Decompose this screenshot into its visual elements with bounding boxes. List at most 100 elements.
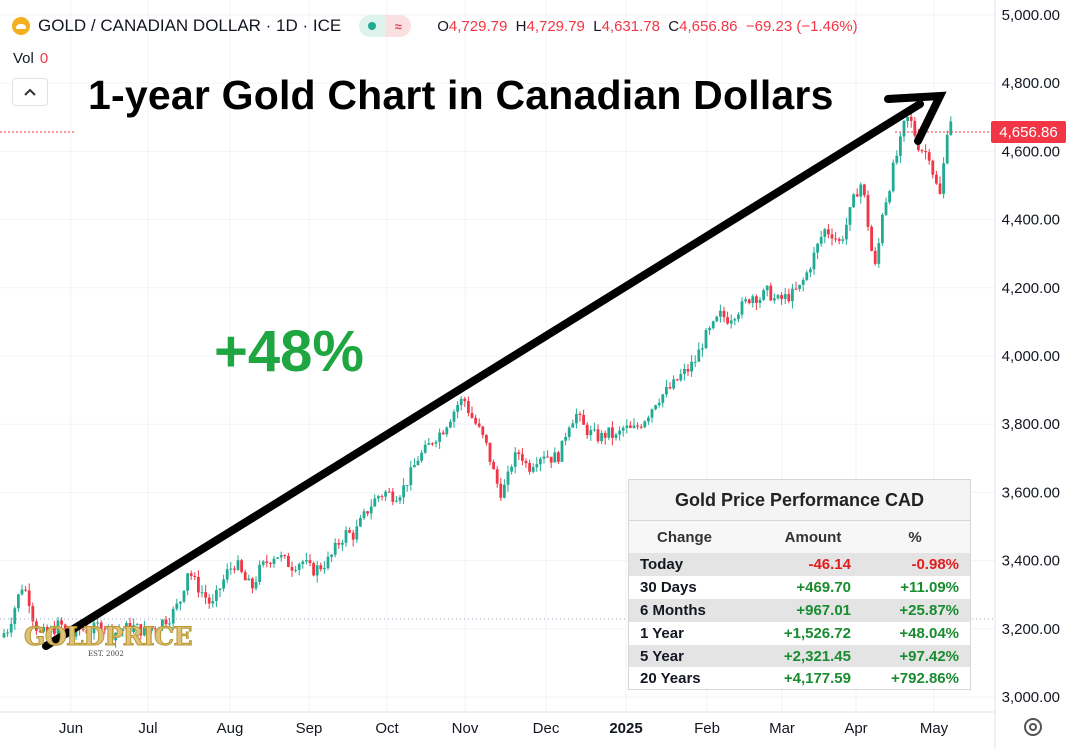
candle bbox=[931, 159, 935, 179]
candle bbox=[794, 281, 798, 291]
collapse-legend-button[interactable] bbox=[12, 78, 48, 106]
candle bbox=[175, 598, 179, 611]
candle bbox=[503, 479, 506, 499]
candle bbox=[222, 574, 225, 592]
candle bbox=[17, 593, 20, 612]
candle bbox=[204, 584, 207, 605]
candle bbox=[492, 459, 495, 470]
candle bbox=[164, 615, 168, 628]
market-status-pill[interactable]: ≈ bbox=[359, 15, 412, 37]
candle bbox=[654, 404, 657, 411]
candle bbox=[733, 317, 737, 326]
candle bbox=[913, 116, 917, 138]
candle bbox=[798, 284, 801, 292]
candle bbox=[229, 561, 233, 575]
candle bbox=[351, 529, 355, 547]
candle bbox=[697, 342, 701, 362]
candle bbox=[593, 422, 596, 432]
candle bbox=[243, 569, 247, 581]
candle bbox=[668, 382, 672, 390]
x-tick-label: Dec bbox=[533, 720, 560, 737]
candle bbox=[535, 456, 539, 472]
candle bbox=[837, 237, 841, 245]
candle bbox=[625, 419, 629, 434]
symbol-title[interactable]: GOLD / CANADIAN DOLLAR · 1D · ICE bbox=[38, 16, 342, 35]
approx-icon: ≈ bbox=[385, 15, 412, 37]
candle bbox=[510, 464, 513, 475]
candle bbox=[276, 557, 279, 560]
candle bbox=[96, 617, 99, 627]
candle bbox=[53, 621, 56, 636]
candle bbox=[621, 425, 625, 437]
candle bbox=[549, 456, 553, 469]
candle bbox=[211, 594, 215, 608]
candle bbox=[528, 459, 531, 475]
candle bbox=[567, 425, 571, 441]
candle bbox=[564, 432, 567, 446]
candle bbox=[485, 434, 488, 446]
candle bbox=[438, 428, 441, 449]
candle bbox=[121, 628, 125, 637]
x-axis: Jun Jul Aug Sep Oct Nov Dec 2025 Feb Mar Apr May bbox=[0, 711, 995, 737]
candle bbox=[326, 551, 330, 571]
gold-icon bbox=[12, 17, 30, 35]
candle bbox=[787, 288, 791, 304]
performance-header-row: Change Amount % bbox=[629, 521, 970, 553]
candle bbox=[852, 193, 855, 209]
candle bbox=[614, 432, 618, 441]
candle bbox=[265, 554, 269, 568]
candle bbox=[575, 408, 578, 429]
candle bbox=[132, 618, 135, 634]
y-tick-label: 3,400.00 bbox=[1002, 553, 1060, 570]
gear-icon[interactable] bbox=[1024, 718, 1042, 736]
candle bbox=[467, 396, 470, 417]
candle bbox=[319, 562, 323, 572]
candle bbox=[171, 606, 175, 631]
table-row: Today -46.14 -0.98% bbox=[629, 553, 970, 576]
candle bbox=[330, 553, 333, 563]
candle bbox=[791, 283, 794, 309]
candle bbox=[737, 312, 740, 323]
candle bbox=[863, 183, 866, 198]
performance-table: Gold Price Performance CAD Change Amount… bbox=[628, 479, 971, 690]
candle bbox=[701, 343, 704, 357]
candle bbox=[657, 398, 661, 408]
candle bbox=[348, 527, 351, 534]
candle bbox=[506, 465, 510, 492]
candle bbox=[308, 554, 312, 567]
candle bbox=[431, 442, 434, 446]
candle bbox=[686, 364, 690, 376]
candle bbox=[636, 422, 639, 430]
candle bbox=[42, 623, 45, 634]
candle bbox=[585, 422, 589, 439]
candle bbox=[445, 426, 449, 437]
y-axis: 3,000.00 3,200.00 3,400.00 3,600.00 3,800.00… bbox=[994, 0, 1060, 749]
candle bbox=[236, 555, 240, 571]
candle bbox=[949, 116, 953, 136]
candle bbox=[387, 487, 391, 493]
candle bbox=[110, 623, 114, 645]
candle bbox=[373, 494, 377, 507]
candle bbox=[661, 393, 665, 408]
candle bbox=[596, 424, 600, 444]
candle bbox=[207, 593, 211, 609]
candle bbox=[150, 627, 153, 634]
candle bbox=[715, 315, 719, 323]
candle bbox=[301, 559, 305, 569]
candle bbox=[945, 130, 949, 165]
candle bbox=[56, 616, 60, 636]
candle bbox=[423, 440, 427, 454]
candle bbox=[611, 421, 614, 446]
candle bbox=[578, 411, 582, 422]
candle bbox=[283, 554, 287, 559]
candle bbox=[909, 111, 913, 128]
candle bbox=[35, 618, 38, 635]
candle bbox=[758, 296, 762, 308]
candle bbox=[168, 617, 171, 628]
candle bbox=[675, 378, 679, 382]
chevron-up-icon bbox=[24, 88, 36, 96]
candle bbox=[45, 624, 49, 634]
candle bbox=[755, 294, 758, 311]
x-tick-label: 2025 bbox=[609, 720, 642, 737]
candle bbox=[553, 447, 557, 463]
